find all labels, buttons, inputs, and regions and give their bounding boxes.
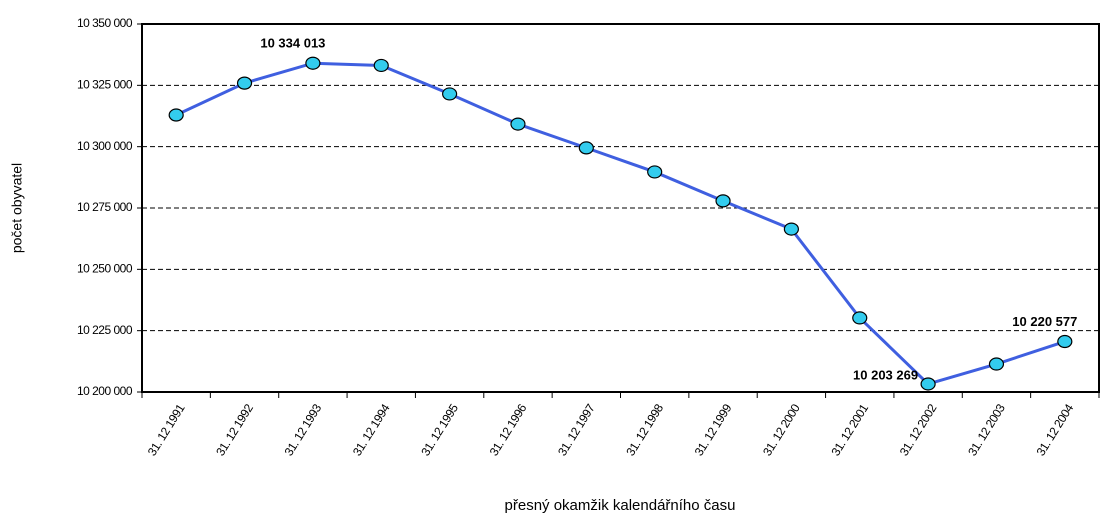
y-tick-label: 10 200 000 bbox=[77, 384, 133, 398]
marker bbox=[373, 58, 389, 73]
x-axis-label: přesný okamžik kalendářního času bbox=[505, 497, 736, 514]
marker bbox=[510, 117, 526, 131]
marker bbox=[168, 108, 184, 122]
x-tick-label: 31. 12 1991 bbox=[145, 401, 188, 458]
y-axis-label: počet obyvatel bbox=[9, 163, 25, 253]
marker bbox=[305, 56, 321, 70]
x-tick-label: 31. 12 1997 bbox=[555, 401, 598, 458]
y-tick-label: 10 325 000 bbox=[77, 78, 133, 92]
x-tick-label: 31. 12 1995 bbox=[418, 401, 461, 458]
marker bbox=[578, 141, 594, 155]
marker bbox=[715, 194, 731, 208]
data-label: 10 334 013 bbox=[260, 36, 325, 51]
y-tick-label: 10 300 000 bbox=[77, 139, 133, 153]
x-tick-label: 31. 12 2000 bbox=[760, 401, 803, 458]
y-tick-label: 10 275 000 bbox=[77, 200, 133, 214]
x-tick-label: 31. 12 1999 bbox=[692, 401, 735, 458]
marker bbox=[920, 377, 936, 391]
plot-frame bbox=[141, 23, 1100, 393]
x-tick-label: 31. 12 1993 bbox=[282, 401, 325, 458]
x-tick-label: 31. 12 1994 bbox=[350, 401, 393, 458]
marker bbox=[988, 357, 1005, 371]
x-tick-label: 31. 12 2002 bbox=[897, 401, 940, 458]
x-tick-label: 31. 12 2001 bbox=[828, 401, 871, 458]
marker bbox=[442, 87, 458, 101]
y-tick-label: 10 225 000 bbox=[77, 323, 133, 337]
marker bbox=[236, 76, 253, 90]
line bbox=[175, 61, 1066, 386]
y-tick-label: 10 250 000 bbox=[77, 262, 133, 276]
x-tick-label: 31. 12 1998 bbox=[623, 401, 666, 458]
marker bbox=[783, 222, 799, 236]
x-tick-label: 31. 12 1996 bbox=[487, 401, 530, 458]
y-tick-label: 10 350 000 bbox=[77, 16, 133, 30]
marker bbox=[852, 311, 868, 325]
x-tick-label: 31. 12 2004 bbox=[1033, 401, 1076, 458]
data-label: 10 203 269 bbox=[853, 367, 918, 382]
marker bbox=[1057, 334, 1073, 349]
marker bbox=[647, 165, 663, 179]
data-label: 10 220 577 bbox=[1012, 314, 1077, 329]
x-tick-label: 31. 12 1992 bbox=[213, 401, 256, 458]
x-tick-label: 31. 12 2003 bbox=[965, 401, 1008, 458]
